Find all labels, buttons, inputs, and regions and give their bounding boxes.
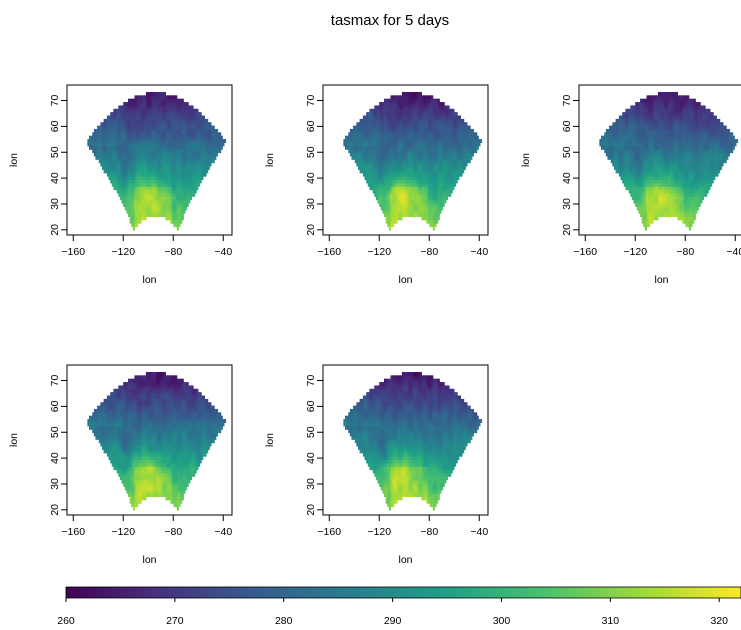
- x-tick-label: −40: [470, 246, 488, 258]
- x-tick-label: −80: [420, 526, 438, 538]
- colorbar-tick-label: 290: [384, 615, 402, 627]
- x-tick-label: −80: [420, 246, 438, 258]
- x-axis-label: lon: [142, 554, 156, 566]
- x-tick-label: −120: [623, 246, 647, 258]
- colorbar-tick-label: 320: [710, 615, 728, 627]
- x-tick-label: −80: [164, 526, 182, 538]
- panel-1: −160 −120 −80 −40 20 30 40 50 60 70 lon lon: [8, 84, 233, 286]
- panel-5: −160 −120 −80 −40 20 30 40 50 60 70 lon lon: [264, 364, 489, 566]
- x-tick-label: −40: [470, 526, 488, 538]
- x-tick-label: −160: [573, 246, 597, 258]
- colorbar-tick-label: 300: [493, 615, 511, 627]
- colorbar-tick-label: 310: [602, 615, 620, 627]
- panels-group: −160 −120 −80 −40 20 30 40 50 60 70 lon lon −160 −120…: [8, 84, 741, 566]
- x-tick-label: −160: [317, 526, 341, 538]
- y-axis-label: lon: [264, 433, 276, 447]
- plot-frame: [66, 84, 233, 236]
- x-tick-label: −120: [111, 246, 135, 258]
- y-tick-label: 70: [49, 95, 61, 107]
- colorbar-frame: [65, 586, 741, 599]
- y-tick-label: 20: [49, 224, 61, 236]
- plot-frame: [322, 84, 489, 236]
- x-axis-label: lon: [654, 274, 668, 286]
- x-tick-label: −160: [61, 246, 85, 258]
- x-tick-label: −40: [214, 246, 232, 258]
- chart-title: tasmax for 5 days: [331, 12, 449, 29]
- x-tick-label: −40: [214, 526, 232, 538]
- heatmap-cells: [343, 371, 483, 511]
- y-tick-label: 60: [561, 120, 573, 132]
- colorbar-tick-label: 260: [57, 615, 75, 627]
- y-tick-label: 20: [49, 504, 61, 516]
- y-tick-label: 60: [305, 400, 317, 412]
- heatmap-cells: [599, 91, 739, 231]
- colorbar-ramp: [66, 587, 741, 598]
- x-axis-label: lon: [398, 274, 412, 286]
- x-axis-label: lon: [398, 554, 412, 566]
- y-tick-label: 40: [305, 452, 317, 464]
- y-tick-label: 30: [305, 478, 317, 490]
- x-tick-label: −120: [367, 526, 391, 538]
- panel-2: −160 −120 −80 −40 20 30 40 50 60 70 lon lon: [264, 84, 489, 286]
- y-tick-label: 20: [561, 224, 573, 236]
- y-tick-label: 40: [49, 452, 61, 464]
- y-tick-label: 60: [49, 120, 61, 132]
- y-tick-label: 30: [561, 198, 573, 210]
- y-axis-label: lon: [520, 153, 532, 167]
- y-tick-label: 60: [305, 120, 317, 132]
- y-axis-label: lon: [264, 153, 276, 167]
- y-axis-label: lon: [8, 433, 20, 447]
- plot-frame: [578, 84, 741, 236]
- y-tick-label: 40: [305, 172, 317, 184]
- heatmap-cells: [87, 371, 227, 511]
- y-tick-label: 50: [305, 426, 317, 438]
- x-axis-label: lon: [142, 274, 156, 286]
- y-tick-label: 60: [49, 400, 61, 412]
- x-tick-label: −40: [726, 246, 741, 258]
- x-tick-label: −160: [61, 526, 85, 538]
- y-tick-label: 30: [49, 198, 61, 210]
- x-tick-label: −80: [164, 246, 182, 258]
- y-tick-label: 70: [49, 375, 61, 387]
- y-axis-label: lon: [8, 153, 20, 167]
- heatmap-cells: [87, 91, 227, 231]
- y-tick-label: 50: [49, 426, 61, 438]
- y-tick-label: 70: [561, 95, 573, 107]
- y-tick-label: 40: [561, 172, 573, 184]
- y-tick-label: 50: [49, 146, 61, 158]
- y-tick-label: 50: [305, 146, 317, 158]
- colorbar-tick-label: 280: [275, 615, 293, 627]
- heatmap-cells: [343, 91, 483, 231]
- colorbar: 260 270 280 290 300 310 320: [57, 586, 741, 627]
- plot-frame: [66, 364, 233, 516]
- plot-frame: [322, 364, 489, 516]
- panel-3: −160 −120 −80 −40 20 30 40 50 60 70 lon lon: [520, 84, 741, 286]
- y-tick-label: 30: [305, 198, 317, 210]
- y-tick-label: 20: [305, 224, 317, 236]
- x-tick-label: −160: [317, 246, 341, 258]
- y-tick-label: 40: [49, 172, 61, 184]
- y-tick-label: 70: [305, 95, 317, 107]
- x-tick-label: −120: [111, 526, 135, 538]
- y-tick-label: 30: [49, 478, 61, 490]
- y-tick-label: 20: [305, 504, 317, 516]
- panel-4: −160 −120 −80 −40 20 30 40 50 60 70 lon lon: [8, 364, 233, 566]
- x-tick-label: −120: [367, 246, 391, 258]
- y-tick-label: 70: [305, 375, 317, 387]
- x-tick-label: −80: [676, 246, 694, 258]
- y-tick-label: 50: [561, 146, 573, 158]
- colorbar-tick-label: 270: [166, 615, 184, 627]
